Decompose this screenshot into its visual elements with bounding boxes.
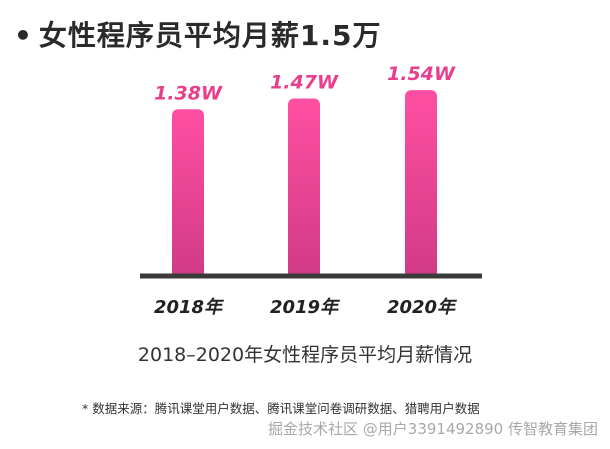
source-note: * 数据来源：腾讯课堂用户数据、腾讯课堂问卷调研数据、猎聘用户数据 [82,401,480,416]
watermark: 掘金技术社区 @用户3391492890 传智教育集团 [268,420,598,438]
x-tick-label: 2019年 [270,297,341,318]
chart-caption: 2018–2020年女性程序员平均月薪情况 [137,344,473,366]
data-label: 1.54W [387,63,456,85]
x-tick-label: 2018年 [154,297,225,318]
title-bullet: • [14,19,33,52]
chart-title: • 女性程序员平均月薪1.5万 [14,14,382,54]
bar-2019年 [288,98,320,278]
data-label: 1.38W [154,82,223,104]
chart-title-text: 女性程序员平均月薪1.5万 [38,19,382,52]
bar-2018年 [172,109,204,278]
bar-2020年 [405,90,437,278]
x-tick-label: 2020年 [387,297,458,318]
data-label: 1.47W [270,72,339,94]
